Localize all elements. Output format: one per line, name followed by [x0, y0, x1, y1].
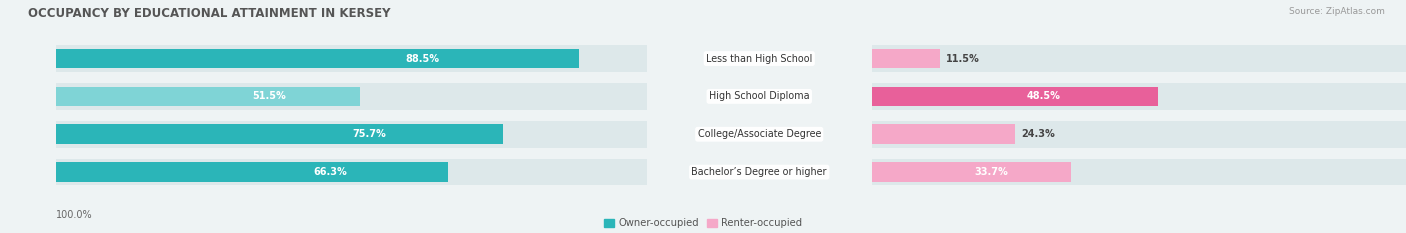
Bar	[872, 45, 1406, 72]
Bar	[56, 49, 579, 68]
Text: OCCUPANCY BY EDUCATIONAL ATTAINMENT IN KERSEY: OCCUPANCY BY EDUCATIONAL ATTAINMENT IN K…	[28, 7, 391, 20]
Bar	[872, 83, 1406, 110]
Bar	[56, 121, 647, 147]
Text: 51.5%: 51.5%	[252, 91, 285, 101]
Text: 33.7%: 33.7%	[974, 167, 1008, 177]
Text: 75.7%: 75.7%	[353, 129, 387, 139]
Text: Less than High School: Less than High School	[706, 54, 813, 64]
Bar	[872, 124, 1015, 144]
Text: 66.3%: 66.3%	[314, 167, 347, 177]
Bar	[872, 86, 1159, 106]
Bar	[56, 159, 647, 185]
Bar	[872, 49, 939, 68]
Text: 11.5%: 11.5%	[946, 54, 980, 64]
Text: 88.5%: 88.5%	[405, 54, 439, 64]
Bar	[56, 86, 360, 106]
Bar	[56, 124, 503, 144]
Bar	[56, 45, 647, 72]
Bar	[872, 159, 1406, 185]
Text: 24.3%: 24.3%	[1021, 129, 1054, 139]
Legend: Owner-occupied, Renter-occupied: Owner-occupied, Renter-occupied	[605, 218, 801, 228]
Text: Source: ZipAtlas.com: Source: ZipAtlas.com	[1289, 7, 1385, 16]
Text: 100.0%: 100.0%	[56, 210, 93, 220]
Text: High School Diploma: High School Diploma	[709, 91, 810, 101]
Bar	[872, 162, 1071, 182]
Text: 48.5%: 48.5%	[1026, 91, 1060, 101]
Text: College/Associate Degree: College/Associate Degree	[697, 129, 821, 139]
Bar	[56, 83, 647, 110]
Text: Bachelor’s Degree or higher: Bachelor’s Degree or higher	[692, 167, 827, 177]
Bar	[56, 162, 447, 182]
Bar	[872, 121, 1406, 147]
